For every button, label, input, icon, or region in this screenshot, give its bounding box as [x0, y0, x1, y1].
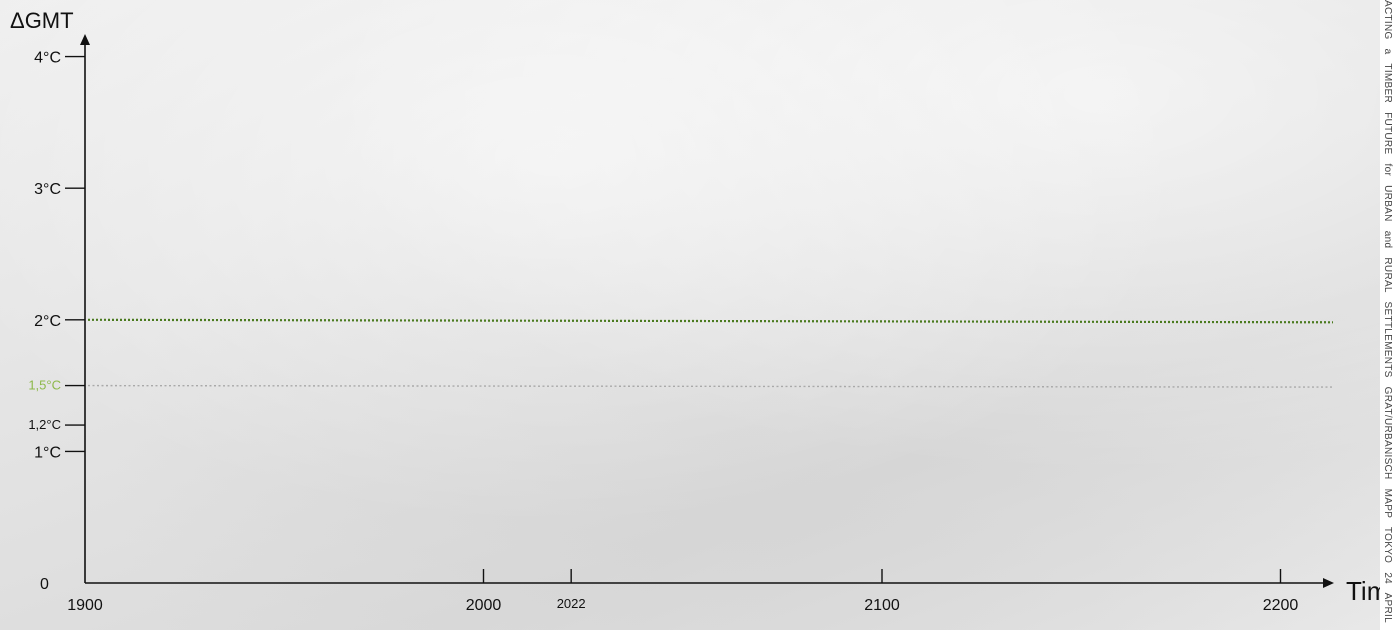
x-ticks: 1900 2000 2022 2100 2200 [67, 569, 1298, 614]
x-tick-label-4: 2200 [1263, 597, 1299, 614]
y-tick-label-3: 1,5°C [28, 378, 61, 393]
y-tick-label-0: 0 [40, 576, 49, 593]
y-tick-label-1: 1°C [34, 444, 61, 461]
side-caption: ACTING a TIMBER FUTURE for URBAN and RUR… [1382, 0, 1393, 630]
y-axis-arrowhead [80, 34, 90, 45]
y-tick-label-6: 4°C [34, 50, 61, 67]
y-tick-label-2: 1,2°C [28, 417, 61, 432]
x-axis-arrowhead [1323, 578, 1334, 588]
reference-line-2 [87, 318, 1334, 324]
axes [80, 34, 1334, 588]
side-caption-strip: ACTING a TIMBER FUTURE for URBAN and RUR… [1380, 0, 1399, 630]
reference-lines [87, 318, 1334, 388]
x-tick-label-3: 2100 [864, 597, 900, 614]
y-axis-label: ΔGMT [10, 8, 74, 33]
reference-line-1-5 [87, 384, 1334, 388]
x-axis-label: Time [1346, 576, 1380, 606]
x-tick-label-2: 2022 [557, 596, 586, 611]
x-tick-label-0: 1900 [67, 597, 103, 614]
x-tick-label-1: 2000 [466, 597, 502, 614]
y-tick-label-5: 3°C [34, 181, 61, 198]
y-tick-label-4: 2°C [34, 313, 61, 330]
y-ticks: 0 1°C 1,2°C 1,5°C 2°C 3°C 4°C [28, 50, 85, 593]
